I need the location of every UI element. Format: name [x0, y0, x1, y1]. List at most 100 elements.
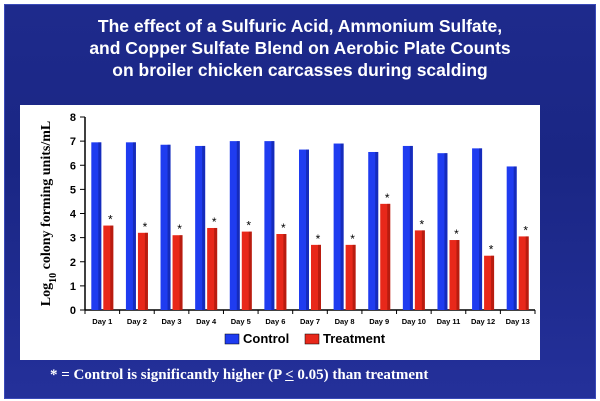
bar-treatment — [484, 255, 495, 310]
legend-label-treatment: Treatment — [323, 331, 386, 346]
bar-treatment — [137, 232, 148, 310]
bar-treatment-shade — [248, 231, 252, 310]
bar-control-shade — [132, 142, 136, 310]
x-tick-label: Day 1 — [92, 317, 112, 326]
footnote-suffix: 0.05) than treatment — [293, 367, 429, 383]
significance-marker: * — [454, 227, 459, 241]
bar-treatment-shade — [456, 240, 460, 310]
bar-control-shade — [409, 145, 413, 310]
significance-marker: * — [316, 232, 321, 246]
bar-control — [125, 142, 136, 310]
x-tick-label: Day 3 — [162, 317, 182, 326]
bar-treatment-shade — [387, 203, 391, 310]
footnote-prefix: * = Control is significantly higher (P — [50, 367, 286, 383]
significance-marker: * — [420, 217, 425, 231]
x-tick-label: Day 10 — [402, 317, 426, 326]
significance-marker: * — [143, 220, 148, 234]
bar-treatment — [103, 225, 114, 310]
y-tick-label: 5 — [70, 184, 76, 196]
title-line-1: The effect of a Sulfuric Acid, Ammonium … — [97, 16, 503, 36]
bar-control — [437, 153, 448, 310]
footnote: * = Control is significantly higher (P <… — [50, 367, 428, 384]
bar-control — [195, 145, 206, 310]
bar-control — [368, 151, 379, 310]
significance-marker: * — [108, 213, 113, 227]
bar-treatment — [276, 234, 287, 310]
bar-treatment — [380, 203, 391, 310]
bar-treatment — [311, 244, 321, 310]
bar-control — [229, 141, 240, 310]
bar-treatment-shade — [318, 244, 321, 310]
y-tick-label: 2 — [70, 257, 76, 269]
y-tick-label: 7 — [70, 136, 76, 148]
y-tick-label: 8 — [70, 112, 76, 124]
bar-treatment-shade — [214, 227, 218, 310]
y-axis-title-subscript: 10 — [48, 273, 59, 283]
bar-treatment-shade — [144, 232, 148, 310]
significance-marker: * — [281, 221, 286, 235]
title-line-3: on broiler chicken carcasses during scal… — [112, 60, 488, 80]
bar-control-shade — [513, 166, 517, 310]
significance-marker: * — [350, 232, 355, 246]
bar-treatment — [172, 235, 183, 310]
x-tick-label: Day 5 — [231, 317, 251, 326]
x-tick-label: Day 11 — [437, 317, 461, 326]
bar-treatment-shade — [110, 225, 114, 310]
bar-control — [160, 144, 171, 310]
x-tick-label: Day 13 — [506, 317, 530, 326]
legend-swatch-treatment — [304, 333, 320, 345]
slide-background: The effect of a Sulfuric Acid, Ammonium … — [4, 4, 596, 399]
y-tick-label: 3 — [70, 233, 76, 245]
x-tick-label: Day 9 — [369, 317, 389, 326]
bar-control — [299, 149, 309, 310]
y-axis-title-prefix: Log — [39, 283, 54, 306]
bar-treatment-shade — [491, 255, 495, 310]
bar-control — [91, 142, 102, 310]
chart-title: The effect of a Sulfuric Acid, Ammonium … — [5, 15, 595, 81]
bar-treatment-shade — [283, 234, 287, 310]
bar-treatment — [414, 230, 425, 310]
bar-control-shade — [375, 151, 379, 310]
legend-swatch-control — [224, 333, 240, 345]
bar-control-shade — [98, 142, 102, 310]
bar-control-shade — [444, 153, 448, 310]
bar-control-shade — [340, 143, 344, 310]
bar-treatment-shade — [179, 235, 183, 310]
bar-control — [333, 143, 344, 310]
significance-marker: * — [489, 243, 494, 257]
plot-panel: Log10 colony forming units/mL 0 1 2 3 4 5 6 7 8 * D… — [20, 105, 540, 360]
x-tick-label: Day 12 — [471, 317, 495, 326]
footnote-symbol: < — [285, 367, 294, 383]
bar-control-shade — [236, 141, 240, 310]
x-tick-label: Day 6 — [265, 317, 285, 326]
bar-control-shade — [167, 144, 171, 310]
bar-control-shade — [306, 149, 309, 310]
significance-marker: * — [385, 191, 390, 205]
bar-control-shade — [202, 145, 206, 310]
bar-control — [264, 141, 275, 310]
x-tick-label: Day 4 — [196, 317, 217, 326]
bar-chart: Log10 colony forming units/mL 0 1 2 3 4 5 6 7 8 * D… — [39, 112, 536, 346]
significance-marker: * — [523, 223, 528, 237]
bar-control — [472, 148, 483, 310]
bar-control-shade — [479, 148, 483, 310]
y-axis-title-rest: colony forming units/mL — [39, 121, 54, 273]
significance-marker: * — [246, 219, 251, 233]
bar-treatment — [241, 231, 252, 310]
bar-treatment-shade — [421, 230, 425, 310]
bar-treatment — [518, 236, 529, 310]
legend-label-control: Control — [243, 331, 289, 346]
y-tick-label: 0 — [70, 305, 76, 317]
y-axis-title: Log10 colony forming units/mL — [39, 121, 59, 306]
bar-treatment — [449, 240, 460, 310]
bar-control-shade — [271, 141, 275, 310]
bar-treatment — [345, 244, 356, 310]
x-tick-label: Day 2 — [127, 317, 147, 326]
bar-treatment — [207, 227, 218, 310]
x-tick-label: Day 7 — [300, 317, 320, 326]
x-tick-label: Day 8 — [335, 317, 355, 326]
y-tick-label: 4 — [70, 209, 77, 221]
y-tick-label: 1 — [70, 281, 76, 293]
bar-control — [506, 166, 517, 310]
bar-treatment-shade — [352, 244, 356, 310]
